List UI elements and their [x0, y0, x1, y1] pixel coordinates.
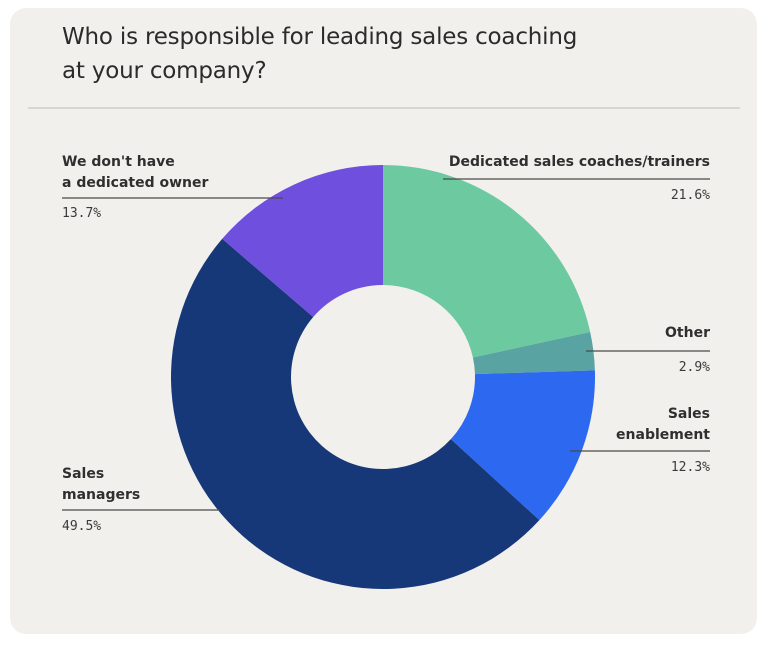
label-enablement-line1: Sales [667, 406, 710, 422]
label-coaches: Dedicated sales coaches/trainers [448, 154, 710, 170]
label-other: Other [665, 325, 710, 341]
donut-segment-we-don-t-have-a-dedicated-owner [222, 165, 383, 318]
donut-segment-sales-enablement [450, 370, 595, 521]
label-enablement-line2: enablement [616, 427, 710, 443]
title-divider [28, 107, 740, 109]
label-no-owner-line1: We don't have [62, 154, 175, 170]
title-line-2: at your company? [62, 58, 267, 84]
label-no-owner: We don't have a dedicated owner [62, 152, 208, 194]
label-managers: Sales managers [62, 464, 140, 506]
value-no-owner: 13.7% [62, 206, 102, 221]
donut-segment-other [472, 332, 595, 375]
label-managers-line2: managers [62, 487, 141, 503]
value-other: 2.9% [678, 360, 710, 375]
chart-title: Who is responsible for leading sales coa… [62, 20, 662, 88]
donut-segment-sales-managers [170, 238, 540, 590]
label-enablement: Sales enablement [616, 404, 710, 446]
value-managers: 49.5% [62, 519, 102, 534]
label-no-owner-line2: a dedicated owner [62, 175, 209, 191]
label-managers-line1: Sales [62, 466, 105, 482]
title-line-1: Who is responsible for leading sales coa… [62, 24, 578, 50]
value-coaches: 21.6% [670, 188, 710, 203]
donut-segment-dedicated-sales-coaches-trainers [383, 165, 591, 358]
value-enablement: 12.3% [670, 460, 710, 475]
donut-segments [170, 165, 595, 590]
